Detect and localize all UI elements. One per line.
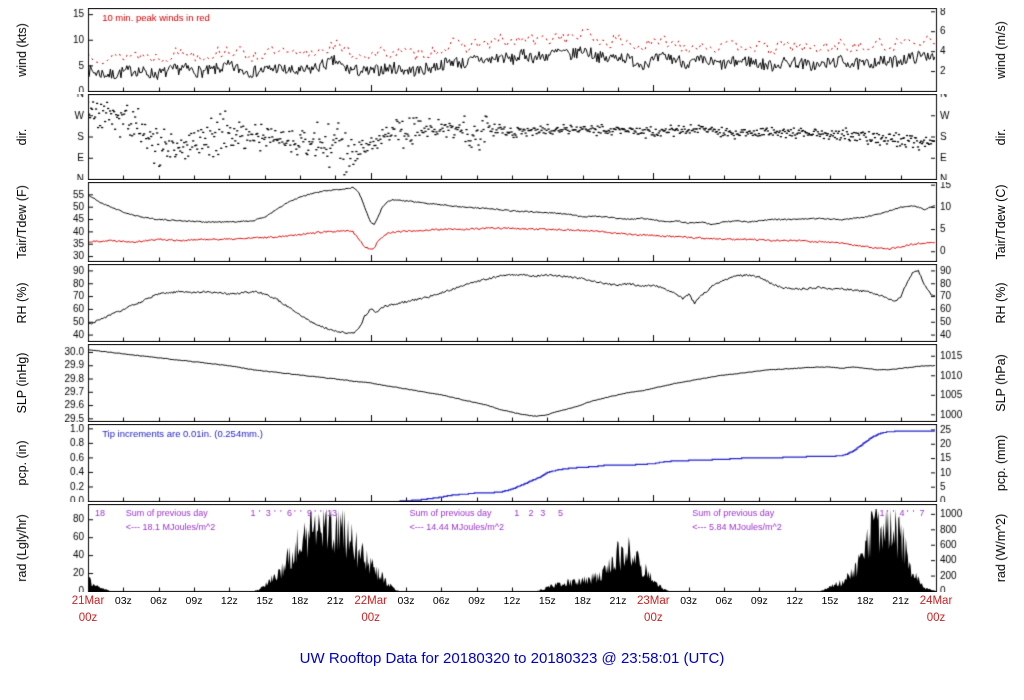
x-tick-label: 06z (715, 595, 733, 607)
wind-direction-plot (0, 94, 1024, 180)
x-tick-label: 03z (397, 595, 415, 607)
x-tick-label: 18z (291, 595, 309, 607)
x-tick-label: 09z (468, 595, 486, 607)
slp-right-axis-label: SLP (hPa) (994, 354, 1008, 412)
x-tick-label: 21z (609, 595, 627, 607)
x-tick-label: 09z (750, 595, 768, 607)
x-tick-label: 06z (432, 595, 450, 607)
x-tick-label: 06z (150, 595, 168, 607)
x-tick-label: 03z (680, 595, 698, 607)
slp-left-axis-label: SLP (inHg) (15, 352, 29, 414)
x-tick-label: 12z (786, 595, 804, 607)
dir-left-axis-label: dir. (15, 128, 29, 146)
x-tick-label: 15z (256, 595, 274, 607)
temp-right-axis-label: Tair/Tdew (C) (994, 184, 1008, 260)
x-tick-label: 09z (185, 595, 203, 607)
x-tick-label: 12z (503, 595, 521, 607)
wind-speed-plot (0, 8, 1024, 92)
precipitation-plot (0, 424, 1024, 502)
day-label: 00z (926, 612, 946, 624)
temperature-dewpoint-panel: Tair/Tdew (F) Tair/Tdew (C) (0, 182, 1024, 262)
pcp-right-axis-label: pcp. (mm) (994, 434, 1008, 492)
rad-right-axis-label: rad (W/m^2) (994, 513, 1008, 583)
precipitation-panel: pcp. (in) pcp. (mm) (0, 424, 1024, 502)
rh-left-axis-label: RH (%) (15, 282, 29, 324)
x-tick-label: 15z (538, 595, 556, 607)
x-tick-label: 21z (326, 595, 344, 607)
sea-level-pressure-panel: SLP (inHg) SLP (hPa) (0, 344, 1024, 422)
day-label: 23Mar (637, 595, 670, 607)
day-label: 00z (644, 612, 663, 624)
x-tick-label: 18z (856, 595, 874, 607)
sea-level-pressure-plot (0, 344, 1024, 422)
x-tick-label: 21z (892, 595, 910, 607)
x-tick-label: 15z (821, 595, 839, 607)
figure-title: UW Rooftop Data for 20180320 to 20180323… (299, 650, 725, 667)
x-tick-label: 03z (114, 595, 132, 607)
day-label: 22Mar (354, 595, 387, 607)
solar-radiation-panel: rad (Lgly/hr) rad (W/m^2) (0, 504, 1024, 592)
dir-right-axis-label: dir. (994, 128, 1008, 146)
day-label: 00z (78, 612, 98, 624)
day-label: 21Mar (71, 595, 105, 607)
wind-left-axis-label: wind (kts) (15, 23, 29, 77)
solar-radiation-plot (0, 504, 1024, 592)
rh-right-axis-label: RH (%) (994, 282, 1008, 324)
relative-humidity-panel: RH (%) RH (%) (0, 264, 1024, 342)
rad-left-axis-label: rad (Lgly/hr) (15, 514, 29, 582)
temperature-dewpoint-plot (0, 182, 1024, 262)
x-axis-labels: 03z 06z 09z 12z 15z 18z 21z 03z 06z 09z 12z 15z 18z 2… (0, 592, 1024, 644)
wind-speed-panel: wind (kts) wind (m/s) (0, 8, 1024, 92)
wind-direction-panel: dir. dir. (0, 94, 1024, 180)
pcp-left-axis-label: pcp. (in) (15, 440, 29, 486)
x-tick-label: 12z (220, 595, 238, 607)
day-label: 00z (361, 612, 380, 624)
x-tick-label: 18z (574, 595, 592, 607)
day-label: 24Mar (919, 595, 953, 607)
relative-humidity-plot (0, 264, 1024, 342)
temp-left-axis-label: Tair/Tdew (F) (15, 185, 29, 259)
wind-right-axis-label: wind (m/s) (994, 21, 1008, 79)
